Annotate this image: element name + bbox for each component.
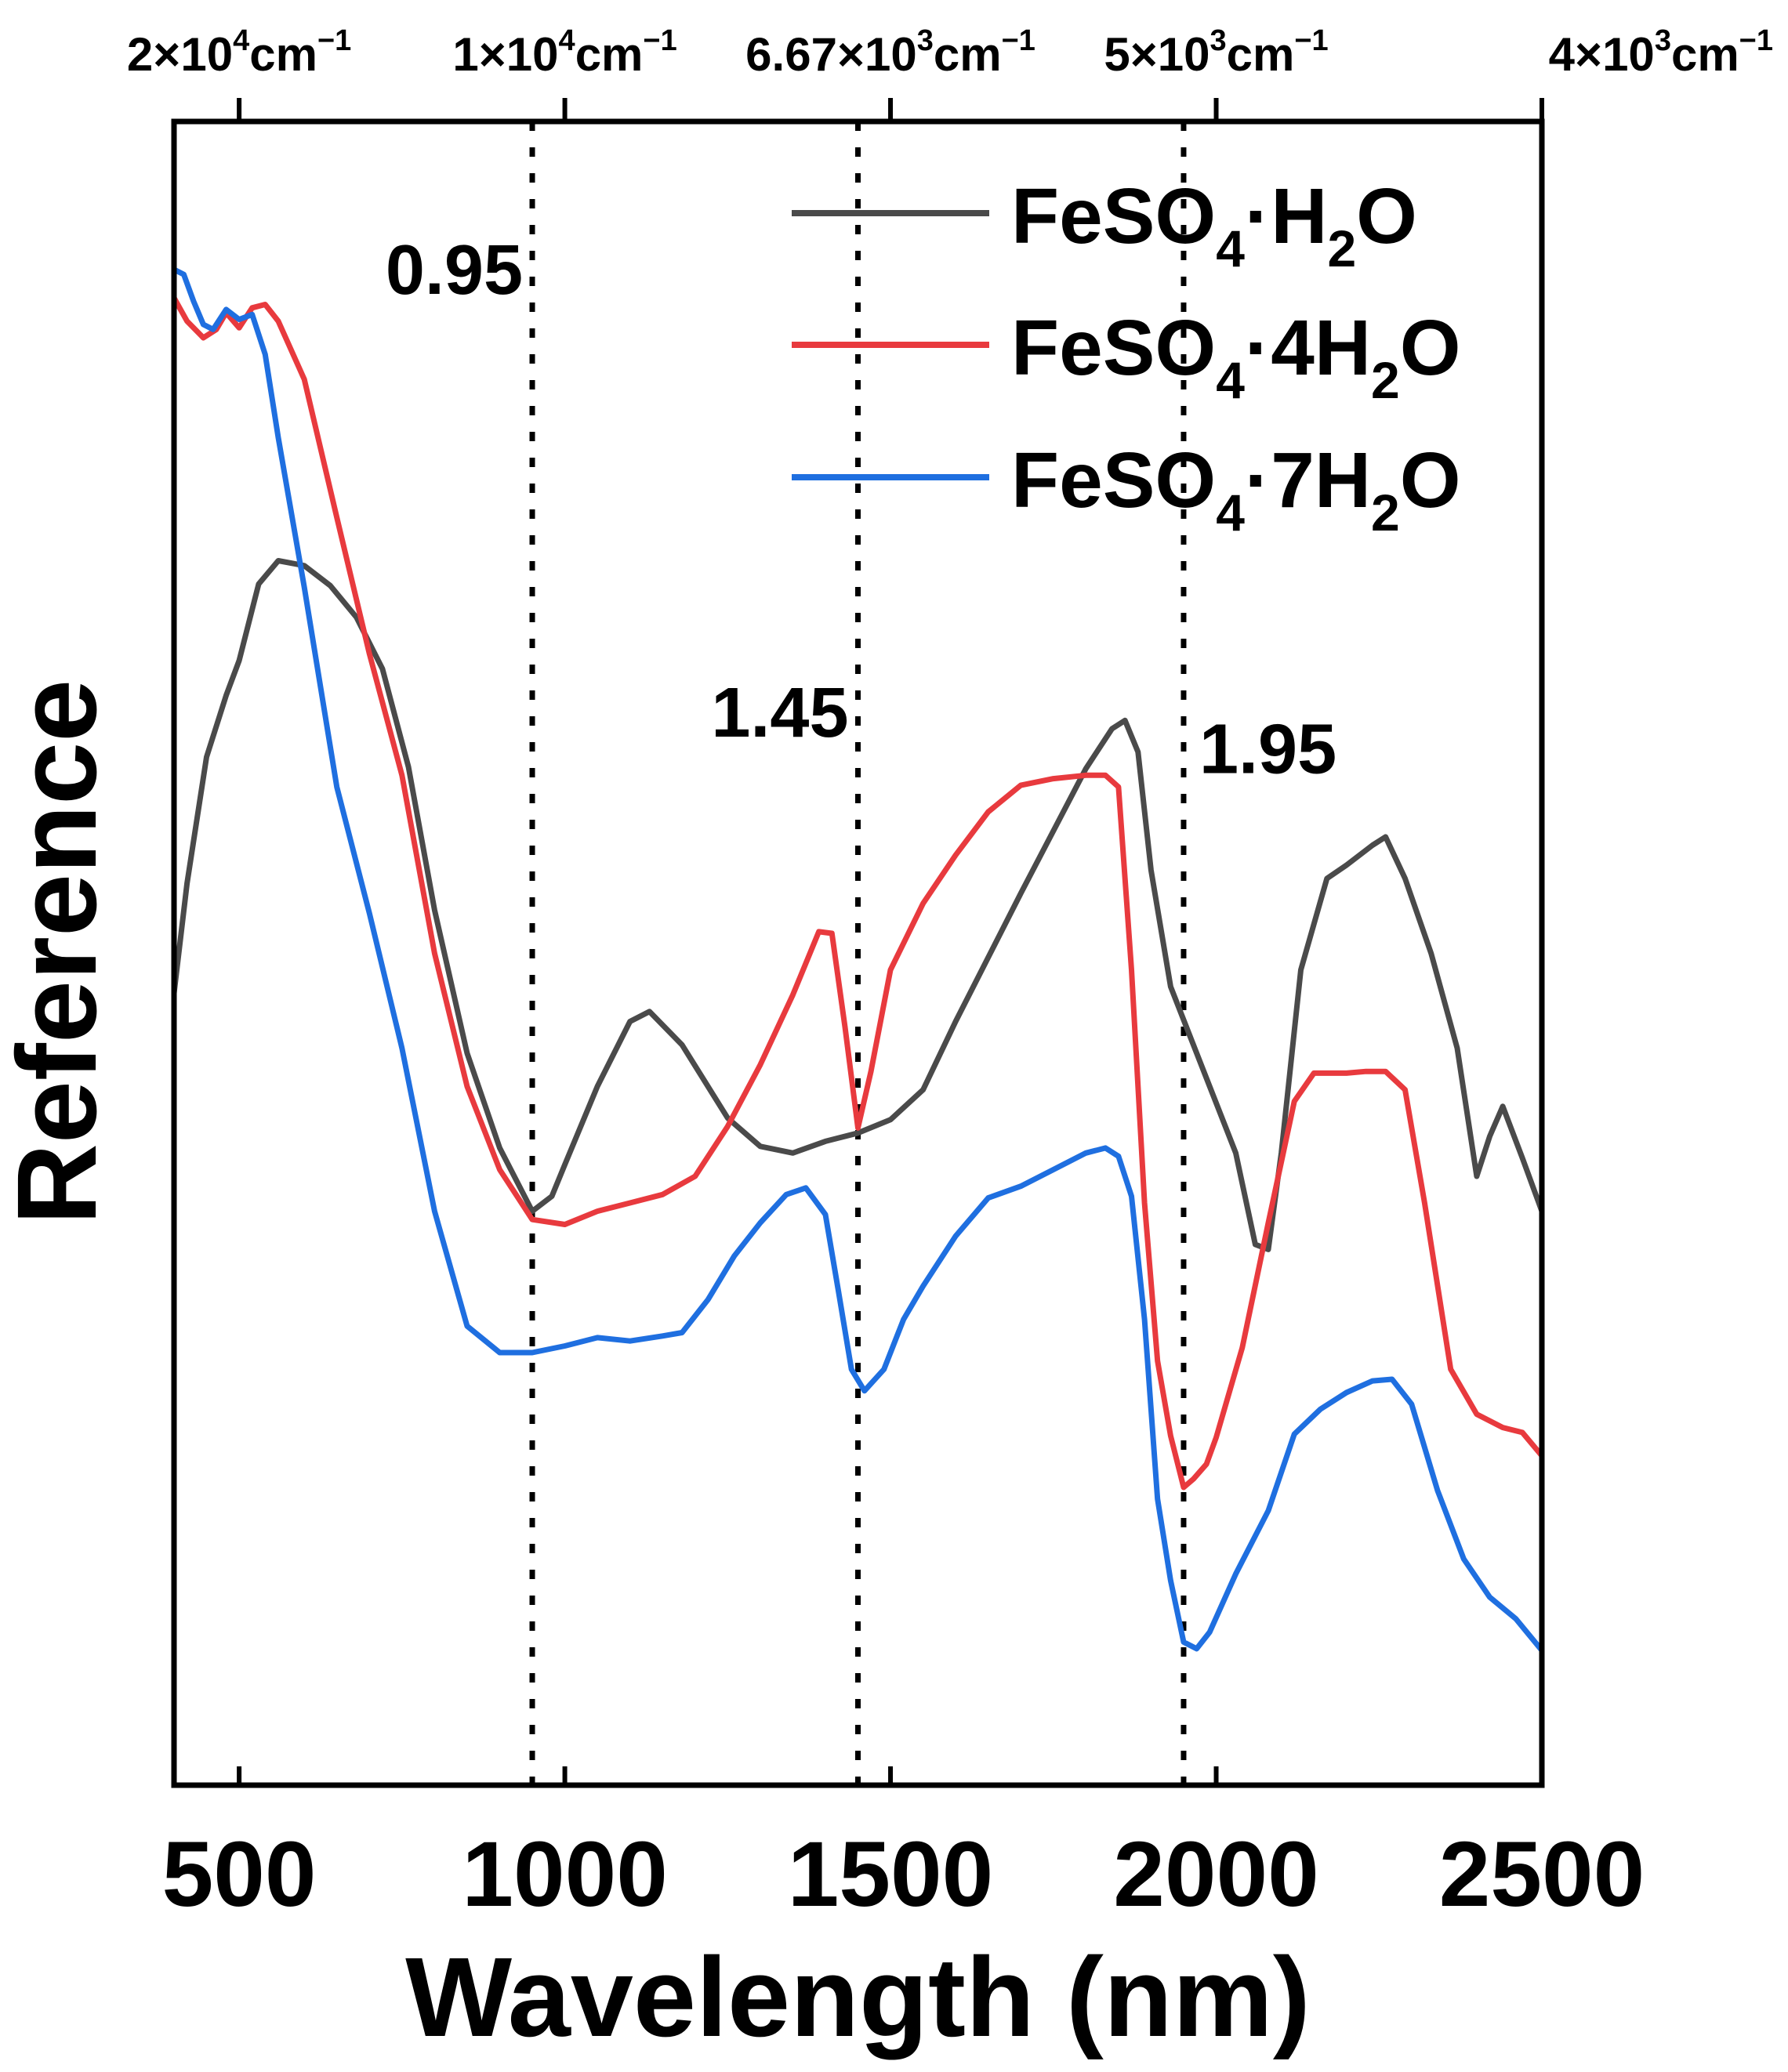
- x-tick-label-3: 2000: [1113, 1823, 1319, 1926]
- series-line-2: [171, 266, 1545, 1654]
- x-tick-label-4: 2500: [1439, 1823, 1645, 1926]
- x-tick-label-0: 500: [162, 1823, 317, 1926]
- top-tick-label-1: 1×104cm−1: [452, 24, 676, 81]
- legend-label-1: FeSO4·4H2O: [1011, 304, 1461, 409]
- reference-lines: [529, 121, 1187, 1785]
- legend-label-2: FeSO4·7H2O: [1011, 436, 1461, 542]
- x-axis-ticks: 500 1000 1500 2000 2500: [162, 1766, 1645, 1926]
- top-tick-label-3: 5×103cm−1: [1104, 24, 1328, 81]
- reference-labels: 0.95 1.45 1.95: [386, 231, 1336, 788]
- y-axis-title: Reference: [0, 679, 120, 1225]
- reference-label-0: 0.95: [386, 231, 523, 310]
- top-axis-ticks: 2×104cm−1 1×104cm−1 6.67×103cm−1 5×103cm−1 4…: [127, 24, 1773, 121]
- series-layer: [171, 266, 1545, 1654]
- x-axis-title: Wavelength (nm): [405, 1934, 1311, 2060]
- x-tick-label-2: 1500: [788, 1823, 994, 1926]
- legend-label-0: FeSO4·H2O: [1011, 172, 1417, 277]
- top-tick-label-4: 4×103cm−1: [1549, 24, 1773, 81]
- reference-label-1: 1.45: [711, 674, 848, 752]
- series-line-1: [171, 295, 1545, 1491]
- plot-frame: [171, 118, 1545, 1788]
- legend: FeSO4·H2O FeSO4·4H2O FeSO4·7H2O: [792, 172, 1461, 542]
- reference-label-2: 1.95: [1199, 711, 1336, 789]
- top-tick-label-2: 6.67×103cm−1: [745, 24, 1035, 81]
- top-tick-label-0: 2×104cm−1: [127, 24, 351, 81]
- x-tick-label-1: 1000: [462, 1823, 668, 1926]
